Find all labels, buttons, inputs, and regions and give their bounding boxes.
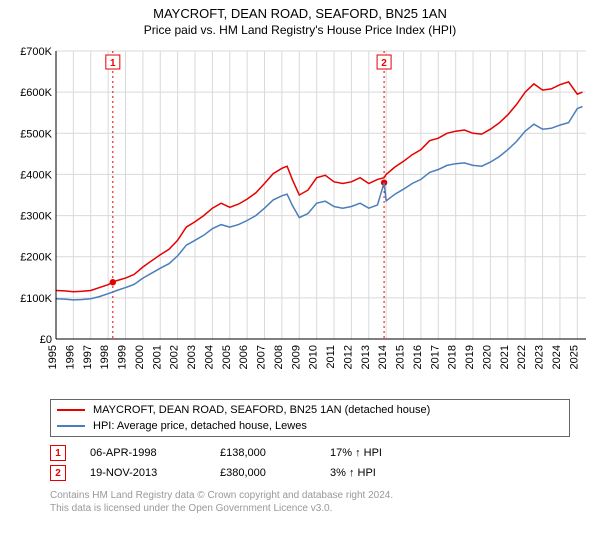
x-axis-tick-label: 2001 [151, 345, 163, 369]
legend-row: MAYCROFT, DEAN ROAD, SEAFORD, BN25 1AN (… [57, 402, 563, 418]
x-axis-tick-label: 1995 [47, 345, 59, 369]
x-axis-tick-label: 1997 [82, 345, 94, 369]
x-axis-tick-label: 2013 [360, 345, 372, 369]
legend-label: MAYCROFT, DEAN ROAD, SEAFORD, BN25 1AN (… [93, 404, 430, 416]
x-axis-tick-label: 2009 [290, 345, 302, 369]
x-axis-tick-label: 2011 [325, 345, 337, 369]
x-axis-tick-label: 2015 [395, 345, 407, 369]
x-axis-tick-label: 2010 [308, 345, 320, 369]
marker-table: 1 06-APR-1998£138,00017% ↑ HPI 2 19-NOV-201… [50, 443, 570, 483]
x-axis-tick-label: 1998 [99, 345, 111, 369]
title-block: MAYCROFT, DEAN ROAD, SEAFORD, BN25 1AN P… [10, 6, 590, 37]
marker-row: 2 19-NOV-2013£380,0003% ↑ HPI [50, 463, 570, 483]
y-axis-tick-label: £0 [40, 334, 52, 346]
x-axis-tick-label: 2025 [568, 345, 580, 369]
marker-row: 1 06-APR-1998£138,00017% ↑ HPI [50, 443, 570, 463]
chart-container: MAYCROFT, DEAN ROAD, SEAFORD, BN25 1AN P… [0, 0, 600, 560]
x-axis-tick-label: 2023 [534, 345, 546, 369]
footer-line: This data is licensed under the Open Gov… [50, 502, 590, 515]
y-axis-tick-label: £600K [20, 87, 52, 99]
chart-area: £0 £100K £200K £300K £400K £500K £600K £700K 199… [10, 43, 590, 393]
y-axis-tick-label: £300K [20, 211, 52, 223]
y-axis-tick-label: £200K [20, 252, 52, 264]
marker-date: 06-APR-1998 [90, 447, 220, 459]
y-axis-tick-label: £100K [20, 293, 52, 305]
legend-label: HPI: Average price, detached house, Lewe… [93, 420, 307, 432]
x-axis-tick-label: 2020 [481, 345, 493, 369]
x-axis-tick-label: 2005 [221, 345, 233, 369]
marker-flag: 2 [381, 58, 387, 69]
legend: MAYCROFT, DEAN ROAD, SEAFORD, BN25 1AN (… [50, 399, 570, 437]
x-axis-tick-label: 2024 [551, 345, 563, 369]
line-chart: £0 £100K £200K £300K £400K £500K £600K £700K 199… [10, 43, 590, 393]
x-axis-tick-label: 2004 [203, 345, 215, 369]
y-axis-tick-label: £400K [20, 169, 52, 181]
footer-attribution: Contains HM Land Registry data © Crown c… [50, 489, 590, 515]
x-axis-tick-label: 1999 [117, 345, 129, 369]
x-axis-tick-label: 1996 [64, 345, 76, 369]
chart-subtitle: Price paid vs. HM Land Registry's House … [10, 23, 590, 37]
marker-hpi: 17% ↑ HPI [330, 447, 450, 459]
x-axis-tick-label: 2022 [516, 345, 528, 369]
x-axis-tick-label: 2007 [256, 345, 268, 369]
y-axis-tick-label: £500K [20, 128, 52, 140]
x-axis-tick-label: 2002 [169, 345, 181, 369]
x-axis-tick-label: 2012 [342, 345, 354, 369]
x-axis-tick-label: 2016 [412, 345, 424, 369]
legend-swatch [57, 425, 85, 427]
marker-hpi: 3% ↑ HPI [330, 467, 450, 479]
x-axis-tick-label: 2014 [377, 345, 389, 369]
legend-row: HPI: Average price, detached house, Lewe… [57, 418, 563, 434]
marker-flag: 1 [110, 58, 116, 69]
x-axis-tick-label: 2021 [499, 345, 511, 369]
chart-title: MAYCROFT, DEAN ROAD, SEAFORD, BN25 1AN [10, 6, 590, 21]
footer-line: Contains HM Land Registry data © Crown c… [50, 489, 590, 502]
marker-index-box: 2 [50, 465, 66, 481]
x-axis-tick-label: 2006 [238, 345, 250, 369]
x-axis-tick-label: 2019 [464, 345, 476, 369]
legend-swatch [57, 409, 85, 411]
x-axis-tick-label: 2003 [186, 345, 198, 369]
marker-index-box: 1 [50, 445, 66, 461]
y-axis-tick-label: £700K [20, 46, 52, 58]
x-axis-tick-label: 2018 [447, 345, 459, 369]
marker-price: £138,000 [220, 447, 330, 459]
marker-date: 19-NOV-2013 [90, 467, 220, 479]
x-axis-tick-label: 2017 [429, 345, 441, 369]
x-axis-tick-label: 2000 [134, 345, 146, 369]
marker-price: £380,000 [220, 467, 330, 479]
x-axis-tick-label: 2008 [273, 345, 285, 369]
